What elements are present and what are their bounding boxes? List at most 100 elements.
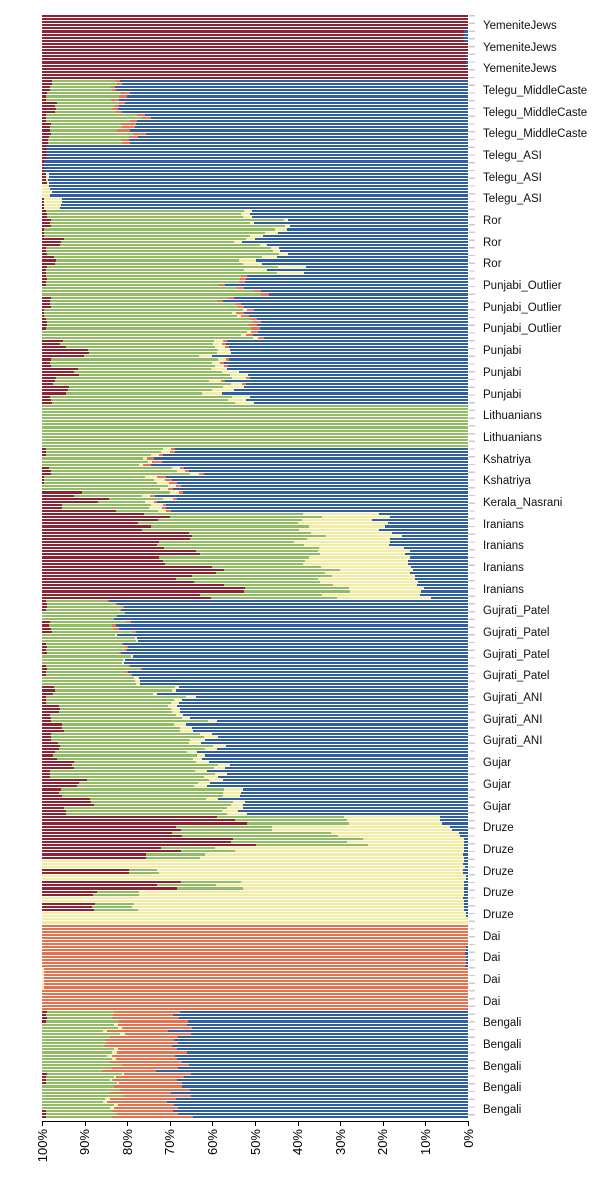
- admixture-bar: [42, 565, 468, 569]
- admixture-bar: [42, 277, 468, 282]
- admixture-bar: [42, 318, 468, 322]
- admixture-bar: [42, 225, 468, 229]
- admixture-bar: [42, 61, 468, 65]
- component-darkred: [42, 76, 468, 79]
- component-darkred: [42, 15, 468, 18]
- x-tick: [425, 1121, 427, 1126]
- component-blue: [390, 540, 468, 544]
- component-blue: [122, 643, 468, 646]
- admixture-bar: [42, 355, 468, 359]
- row-label: YemeniteJews: [483, 63, 557, 76]
- component-paleyellow: [250, 234, 264, 237]
- component-darkred: [42, 243, 61, 247]
- component-green: [43, 312, 233, 315]
- admixture-bar: [42, 921, 468, 925]
- component-green: [42, 615, 117, 618]
- component-green: [142, 528, 300, 531]
- component-blue: [463, 39, 468, 42]
- admixture-bar: [42, 364, 468, 368]
- admixture-bar: [42, 429, 468, 433]
- component-blue: [278, 231, 468, 234]
- component-darkred: [42, 52, 468, 55]
- component-blue: [442, 822, 468, 825]
- component-green: [46, 277, 241, 281]
- component-blue: [465, 55, 468, 58]
- admixture-bar: [42, 612, 468, 616]
- component-paleyellow: [237, 315, 242, 318]
- row-label: Punjabi_Outlier: [483, 280, 562, 293]
- admixture-bar: [42, 605, 468, 609]
- component-blue: [465, 961, 468, 964]
- component-orange: [241, 315, 249, 318]
- admixture-bar: [42, 392, 468, 396]
- component-green: [46, 1116, 113, 1119]
- admixture-bar: [42, 574, 468, 579]
- admixture-bar: [42, 1029, 468, 1033]
- component-blue: [460, 834, 468, 837]
- component-darkred: [42, 151, 46, 154]
- component-darkred: [42, 148, 47, 151]
- component-blue: [269, 293, 468, 296]
- component-paleyellow: [121, 1073, 125, 1076]
- admixture-bar: [42, 584, 468, 588]
- component-green: [61, 506, 149, 509]
- component-orange: [112, 1079, 177, 1082]
- component-orange: [42, 943, 468, 946]
- admixture-bar: [42, 373, 468, 377]
- component-blue: [463, 871, 468, 875]
- admixture-bar: [42, 228, 468, 232]
- component-green: [42, 683, 136, 686]
- admixture-bar: [42, 853, 468, 857]
- component-darkred: [42, 769, 51, 772]
- component-green: [42, 1029, 103, 1032]
- component-orange: [168, 488, 173, 491]
- admixture-bar: [42, 643, 468, 647]
- component-darkred: [42, 138, 49, 141]
- component-blue: [230, 763, 468, 766]
- component-blue: [180, 1011, 468, 1014]
- component-green: [177, 887, 244, 890]
- component-blue: [44, 163, 468, 166]
- admixture-bar: [42, 172, 468, 176]
- component-orange: [139, 667, 142, 670]
- component-paleyellow: [232, 312, 236, 315]
- admixture-bar: [42, 361, 468, 365]
- component-blue: [404, 547, 468, 550]
- component-blue: [115, 624, 468, 627]
- component-paleyellow: [337, 834, 461, 837]
- admixture-bar: [42, 875, 468, 879]
- component-darkred: [42, 646, 48, 649]
- component-darkred: [42, 531, 190, 534]
- component-green: [58, 791, 224, 794]
- component-green: [224, 584, 333, 587]
- component-green: [212, 565, 321, 568]
- component-darkred: [42, 890, 98, 893]
- component-green: [49, 222, 250, 225]
- component-blue: [401, 534, 468, 537]
- component-darkred: [42, 516, 170, 519]
- component-darkred: [42, 794, 62, 797]
- admixture-bar: [42, 126, 468, 130]
- component-orange: [121, 126, 136, 129]
- component-blue: [179, 686, 468, 689]
- admixture-bar: [42, 661, 468, 665]
- admixture-bar: [42, 906, 468, 910]
- admixture-bar: [42, 878, 468, 882]
- component-orange: [119, 1088, 191, 1091]
- component-blue: [163, 454, 468, 457]
- admixture-bar: [42, 1060, 468, 1064]
- component-green: [51, 123, 122, 126]
- admixture-bar: [42, 250, 468, 254]
- component-darkred: [42, 816, 217, 819]
- admixture-bar: [42, 602, 468, 606]
- component-blue: [466, 64, 468, 67]
- component-blue: [136, 123, 468, 126]
- component-blue: [46, 154, 468, 157]
- component-darkred: [42, 574, 193, 578]
- row-label: Iranians: [483, 562, 524, 574]
- admixture-bar: [42, 593, 468, 597]
- component-green: [54, 104, 114, 107]
- component-darkred: [42, 556, 160, 559]
- component-orange: [117, 1048, 178, 1051]
- component-orange: [253, 321, 262, 324]
